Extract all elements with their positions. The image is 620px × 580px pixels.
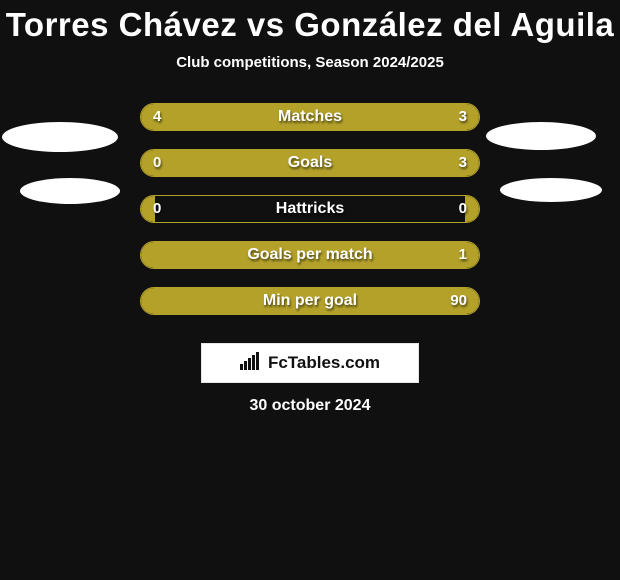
player-silhouette xyxy=(20,178,120,204)
vs-separator: vs xyxy=(247,6,285,43)
stat-value-right: 3 xyxy=(459,103,467,131)
source-logo: FcTables.com xyxy=(201,343,419,383)
stat-value-right: 3 xyxy=(459,149,467,177)
stat-label: Goals xyxy=(288,149,332,177)
stat-label: Min per goal xyxy=(263,287,357,315)
stat-row: Min per goal 90 xyxy=(0,287,620,333)
stat-value-right: 90 xyxy=(450,287,467,315)
stat-value-left: 4 xyxy=(153,103,161,131)
comparison-title: Torres Chávez vs González del Aguila xyxy=(0,0,620,44)
stat-bar-left-fill xyxy=(141,288,155,314)
stat-bar-right-fill xyxy=(465,196,479,222)
player-left-name: Torres Chávez xyxy=(6,6,237,43)
stat-value-left: 0 xyxy=(153,195,161,223)
source-logo-text: FcTables.com xyxy=(268,353,380,373)
player-right-name: González del Aguila xyxy=(294,6,614,43)
stat-bar-left-fill xyxy=(141,150,205,176)
stat-row: Goals per match 1 xyxy=(0,241,620,287)
stat-bar-right-fill xyxy=(205,150,479,176)
subtitle: Club competitions, Season 2024/2025 xyxy=(0,54,620,71)
stat-label: Matches xyxy=(278,103,342,131)
stat-label: Goals per match xyxy=(247,241,372,269)
stat-bar-left-fill xyxy=(141,242,155,268)
player-silhouette xyxy=(2,122,118,152)
stat-value-right: 1 xyxy=(459,241,467,269)
stat-value-left: 0 xyxy=(153,149,161,177)
stat-label: Hattricks xyxy=(276,195,344,223)
player-silhouette xyxy=(500,178,602,202)
bars-icon xyxy=(240,352,262,375)
date-line: 30 october 2024 xyxy=(0,397,620,415)
player-silhouette xyxy=(486,122,596,150)
stat-bar-right-fill xyxy=(334,104,479,130)
stat-value-right: 0 xyxy=(459,195,467,223)
